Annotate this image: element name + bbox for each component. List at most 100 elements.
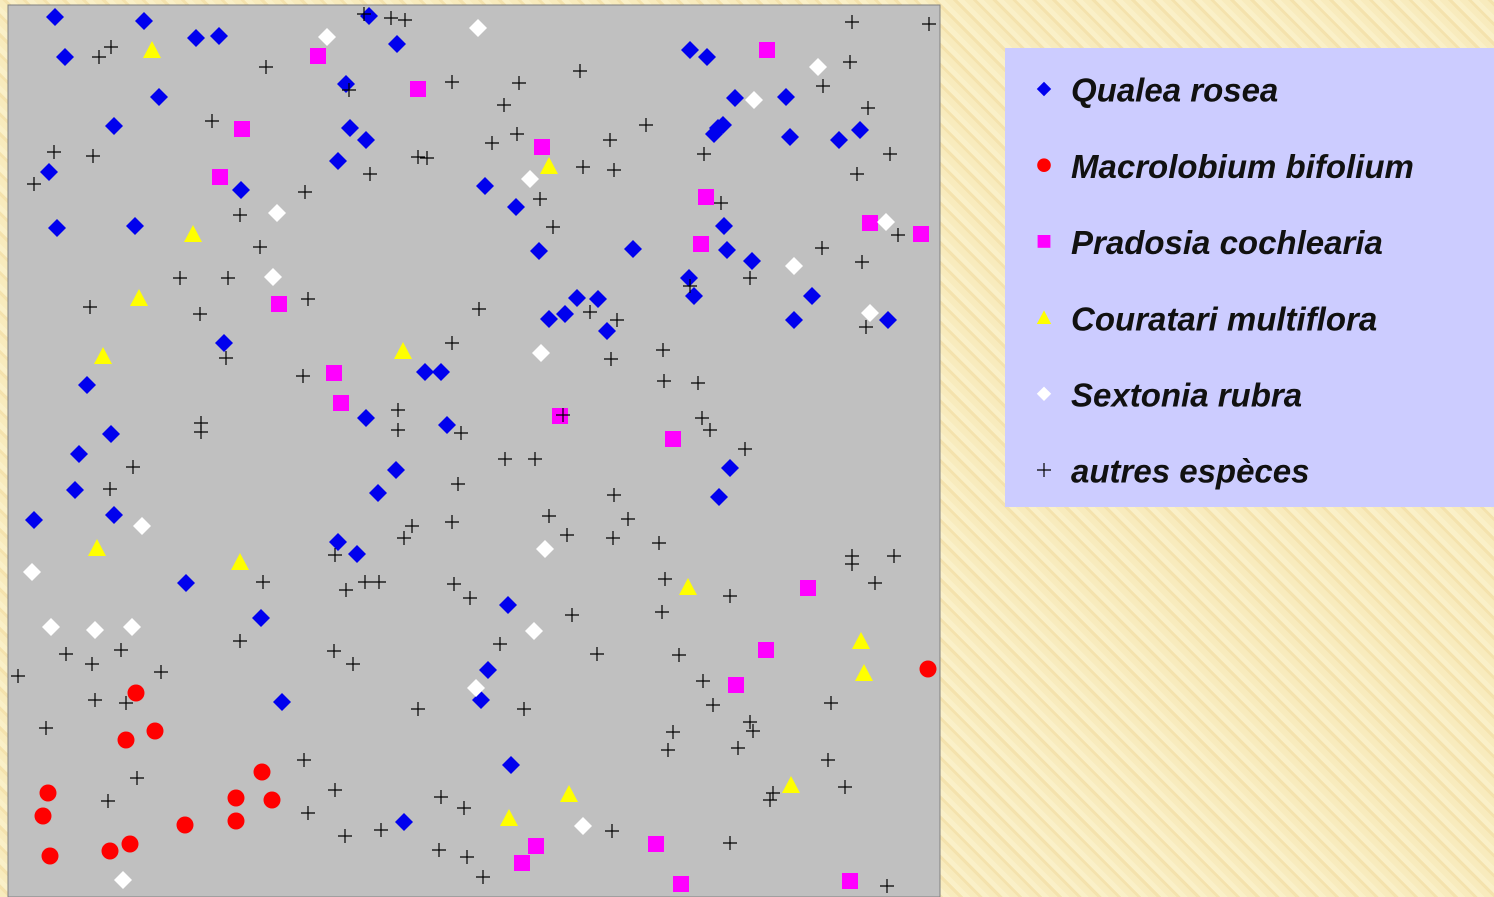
plus-marker [463, 591, 477, 605]
plus-marker [92, 50, 106, 64]
plus-marker [845, 15, 859, 29]
plus-marker [610, 313, 624, 327]
circle-marker [34, 807, 52, 825]
plus-marker [83, 300, 97, 314]
plus-marker [606, 531, 620, 545]
plus-marker [604, 352, 618, 366]
diamond-marker [46, 8, 64, 26]
plus-marker [838, 780, 852, 794]
plus-marker [576, 160, 590, 174]
diamond-marker [42, 618, 60, 636]
plus-marker [542, 509, 556, 523]
diamond-marker [215, 334, 233, 352]
plus-marker [723, 836, 737, 850]
triangle-marker [130, 289, 148, 306]
plus-marker [859, 320, 873, 334]
triangle-marker [88, 539, 106, 556]
plus-marker [154, 665, 168, 679]
plus-marker [1037, 463, 1051, 477]
circle-marker [127, 684, 145, 702]
plus-marker [88, 693, 102, 707]
diamond-marker [715, 217, 733, 235]
diamond-marker [135, 12, 153, 30]
plus-marker [301, 806, 315, 820]
diamond-marker [507, 198, 525, 216]
plus-marker [887, 549, 901, 563]
diamond-marker [210, 27, 228, 45]
plus-marker [512, 76, 526, 90]
diamond-marker [532, 344, 550, 362]
plus-marker [327, 644, 341, 658]
triangle-marker [679, 578, 697, 595]
circle-marker [227, 812, 245, 830]
plus-marker [398, 13, 412, 27]
diamond-marker [123, 618, 141, 636]
diamond-marker [743, 252, 761, 270]
diamond-marker [809, 58, 827, 76]
legend-label: autres espèces [1071, 453, 1310, 490]
plus-marker [219, 351, 233, 365]
plus-marker [411, 150, 425, 164]
plus-marker [411, 702, 425, 716]
plus-marker [556, 408, 570, 422]
plus-marker [683, 279, 697, 293]
triangle-marker [782, 776, 800, 793]
plus-marker [607, 163, 621, 177]
triangle-marker [1036, 310, 1052, 324]
plus-marker [655, 605, 669, 619]
diamond-marker [318, 28, 336, 46]
plus-marker [656, 343, 670, 357]
plus-marker [607, 488, 621, 502]
legend-label: Pradosia cochlearia [1071, 224, 1383, 261]
diamond-marker [589, 290, 607, 308]
diamond-marker [861, 304, 879, 322]
diamond-marker [388, 35, 406, 53]
diamond-marker [56, 48, 74, 66]
diamond-marker [709, 119, 727, 137]
plus-marker [706, 698, 720, 712]
diamond-marker [416, 363, 434, 381]
plus-marker [517, 702, 531, 716]
diamond-marker [102, 425, 120, 443]
square-marker [800, 580, 816, 596]
diamond-marker [830, 131, 848, 149]
plus-marker [666, 725, 680, 739]
diamond-marker [1036, 81, 1052, 97]
diamond-marker [785, 311, 803, 329]
diamond-marker [745, 91, 763, 109]
plus-marker [298, 185, 312, 199]
plus-marker [338, 829, 352, 843]
square-marker [758, 642, 774, 658]
plus-marker [447, 577, 461, 591]
plus-marker [339, 583, 353, 597]
plus-marker [510, 127, 524, 141]
diamond-marker [432, 363, 450, 381]
diamond-marker [598, 322, 616, 340]
plus-marker [27, 177, 41, 191]
plus-marker [691, 376, 705, 390]
plus-marker [703, 423, 717, 437]
plus-marker [301, 292, 315, 306]
diamond-marker [78, 376, 96, 394]
legend-label: Macrolobium bifolium [1071, 148, 1414, 185]
plus-marker [259, 60, 273, 74]
diamond-marker [357, 131, 375, 149]
diamond-marker [530, 242, 548, 260]
plus-marker [731, 741, 745, 755]
plus-marker [460, 850, 474, 864]
plus-marker [256, 575, 270, 589]
diamond-marker [877, 213, 895, 231]
square-marker [1037, 235, 1051, 248]
plus-marker [297, 753, 311, 767]
circle-marker [1037, 158, 1051, 172]
diamond-marker [177, 574, 195, 592]
diamond-marker [357, 409, 375, 427]
plus-marker [661, 743, 675, 757]
plus-marker [86, 149, 100, 163]
circle-marker [253, 763, 271, 781]
diamond-marker [105, 506, 123, 524]
circle-marker [121, 835, 139, 853]
triangle-marker [94, 347, 112, 364]
plus-marker [498, 452, 512, 466]
